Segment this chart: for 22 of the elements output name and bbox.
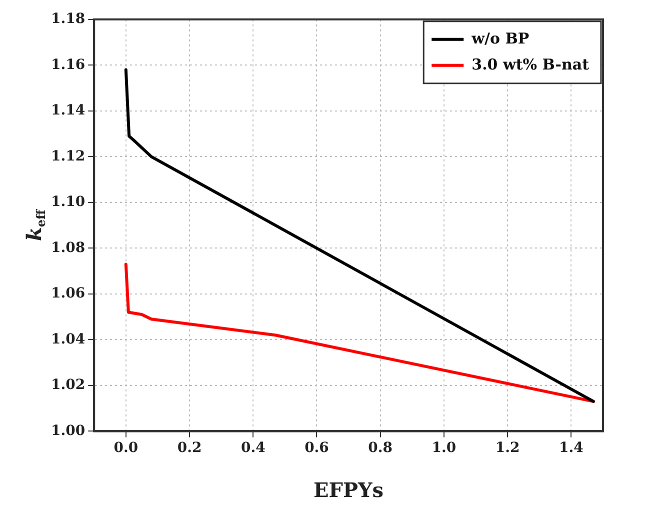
y-tick-label: 1.00 xyxy=(50,422,86,439)
x-tick-label: 1.4 xyxy=(559,440,584,456)
y-tick-label: 1.16 xyxy=(50,56,86,73)
y-tick-label: 1.12 xyxy=(50,148,86,164)
y-tick-label: 1.02 xyxy=(50,377,86,394)
x-tick-label: 0.4 xyxy=(240,440,266,456)
x-tick-label: 0.8 xyxy=(368,440,393,456)
x-tick-label: 1.2 xyxy=(495,440,520,456)
y-tick-label: 1.14 xyxy=(50,102,86,119)
legend-label: 3.0 wt% B-nat xyxy=(472,55,590,74)
x-axis-title: EFPYs xyxy=(314,478,384,502)
x-tick-label: 0.6 xyxy=(304,440,329,456)
legend-label: w/o BP xyxy=(470,29,530,48)
y-tick-label: 1.04 xyxy=(50,331,86,348)
y-axis-title: keff xyxy=(22,208,48,241)
y-tick-label: 1.18 xyxy=(50,11,86,28)
y-tick-label: 1.10 xyxy=(50,194,86,210)
x-tick-label: 0.0 xyxy=(114,440,138,456)
y-tick-label: 1.08 xyxy=(50,240,86,256)
x-tick-label: 1.0 xyxy=(432,440,456,456)
x-tick-label: 0.2 xyxy=(177,440,202,456)
y-tick-label: 1.06 xyxy=(50,286,86,302)
